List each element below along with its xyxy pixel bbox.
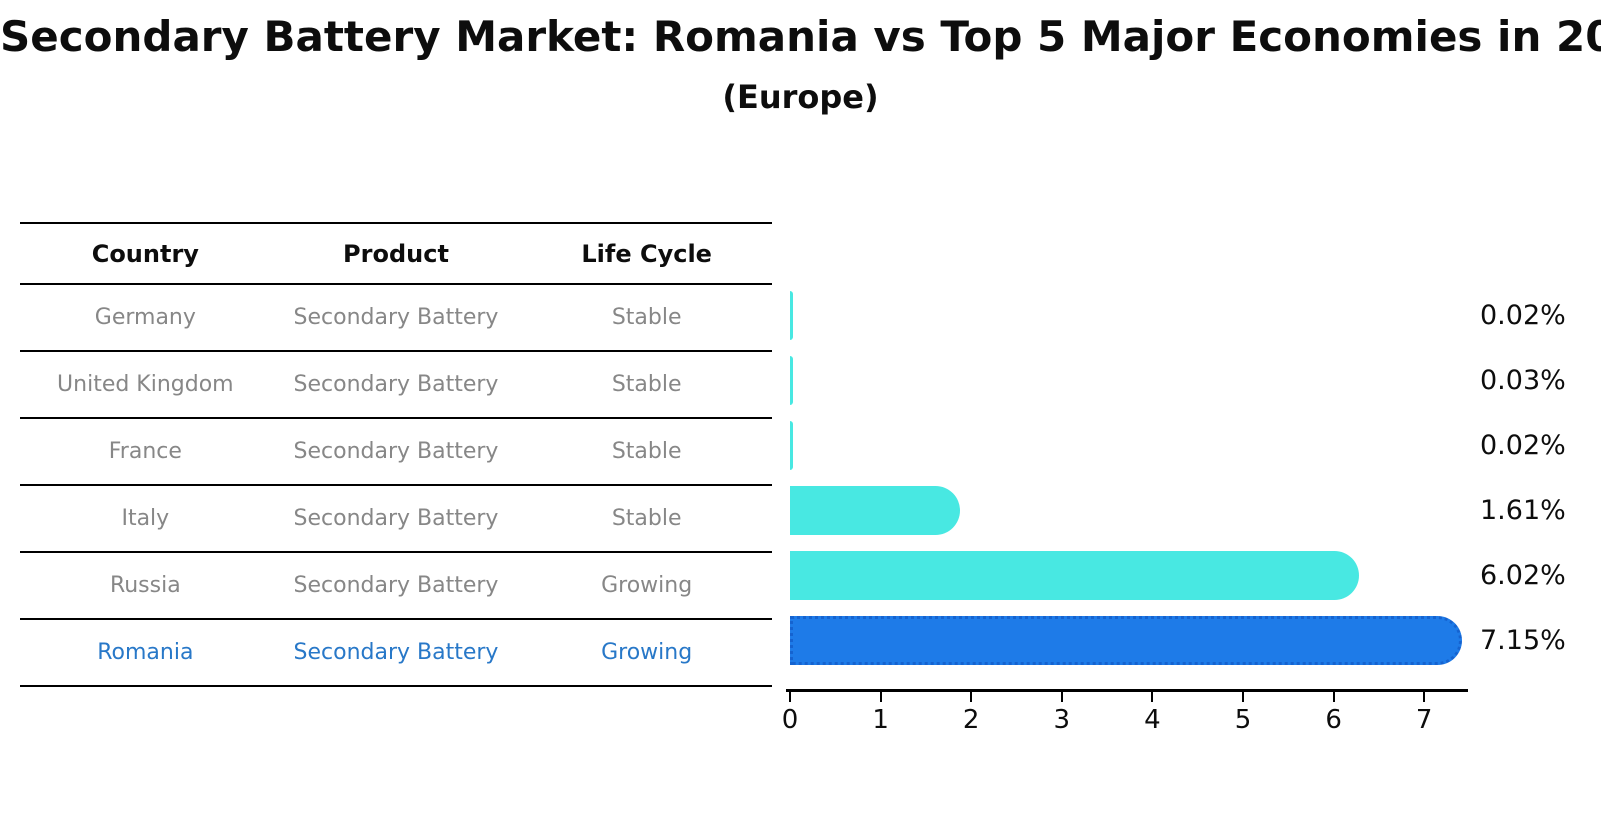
table-header-product: Product: [343, 239, 449, 268]
x-tick-label: 3: [1053, 705, 1071, 735]
table-cell-life-cycle: Stable: [611, 506, 682, 531]
x-tick-label: 5: [1234, 705, 1252, 735]
table-cell-country: Italy: [121, 506, 170, 531]
x-tick: [1060, 692, 1063, 702]
table-cell-life-cycle: Stable: [611, 305, 682, 330]
table-row: Romania Secondary Battery Growing: [20, 618, 772, 685]
page-subtitle: (Europe): [722, 78, 879, 116]
table-header-country: Country: [91, 239, 199, 268]
table-cell-country: France: [108, 439, 182, 464]
x-tick-label: 7: [1415, 705, 1433, 735]
table-row: Germany Secondary Battery Stable: [20, 283, 772, 350]
table-cell-product: Secondary Battery: [293, 305, 499, 330]
table-cell-product: Secondary Battery: [293, 439, 499, 464]
x-tick-label: 1: [872, 705, 889, 735]
table-row: Russia Secondary Battery Growing: [20, 551, 772, 618]
value-label: 0.02%: [1480, 300, 1566, 331]
table-cell-life-cycle: Growing: [601, 573, 693, 598]
country-table: Country Product Life Cycle Germany Second…: [20, 222, 772, 687]
bar-united-kingdom: [790, 356, 793, 405]
table-cell-country: Romania: [97, 640, 194, 665]
x-tick: [1242, 692, 1244, 702]
x-tick: [970, 692, 973, 702]
table-cell-country: United Kingdom: [57, 372, 234, 397]
bar-germany: [790, 291, 793, 340]
x-tick-label: 2: [962, 705, 980, 735]
table-header-lifecycle: Life Cycle: [581, 239, 712, 268]
table-cell-product: Secondary Battery: [293, 506, 499, 531]
table-cell-life-cycle: Stable: [611, 439, 682, 464]
table-cell-country: Germany: [94, 305, 196, 330]
table-cell-life-cycle: Stable: [611, 372, 682, 397]
value-label: 6.02%: [1480, 560, 1566, 591]
table-cell-product: Secondary Battery: [293, 372, 499, 397]
value-label: 0.02%: [1480, 430, 1566, 461]
bar-france: [790, 421, 793, 470]
table-row: United Kingdom Secondary Battery Stable: [20, 350, 772, 417]
table-cell-life-cycle: Growing: [601, 640, 693, 665]
bar-romania: [790, 616, 1462, 665]
table-cell-product: Secondary Battery: [293, 640, 499, 665]
x-tick-label: 6: [1325, 705, 1342, 735]
x-axis-line: [786, 689, 1468, 692]
table-cell-country: Russia: [109, 573, 181, 598]
x-tick: [879, 692, 882, 702]
table-body: Germany Secondary Battery Stable United Kin…: [20, 283, 772, 685]
value-label: 1.61%: [1480, 495, 1566, 526]
table-cell-product: Secondary Battery: [293, 573, 499, 598]
table-row: Italy Secondary Battery Stable: [20, 484, 772, 551]
x-tick-label: 0: [781, 705, 799, 735]
value-label: 7.15%: [1480, 625, 1566, 656]
x-tick-label: 4: [1144, 705, 1161, 735]
x-tick: [1423, 692, 1426, 702]
value-label: 0.03%: [1480, 365, 1566, 396]
page-title: Secondary Battery Market: Romania vs Top…: [0, 12, 1601, 61]
x-tick: [1332, 692, 1335, 702]
x-tick: [1151, 692, 1154, 702]
x-tick: [789, 692, 791, 702]
table-header-row: Country Product Life Cycle: [20, 224, 772, 283]
bar-russia: [790, 551, 1360, 600]
bar-italy: [790, 486, 960, 535]
table-row: France Secondary Battery Stable: [20, 417, 772, 484]
